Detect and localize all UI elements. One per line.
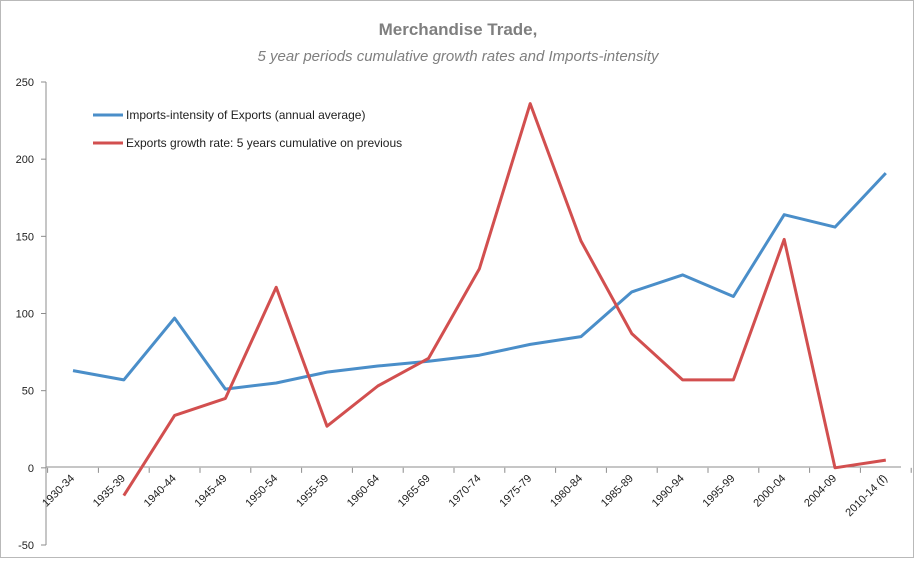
legend-label-imports-intensity: Imports-intensity of Exports (annual ave… bbox=[126, 108, 365, 122]
chart-subtitle: 5 year periods cumulative growth rates a… bbox=[257, 48, 660, 65]
series-line-exports-growth bbox=[122, 102, 887, 497]
x-tick-label: 1935-39 bbox=[91, 473, 128, 510]
y-tick-label: 100 bbox=[16, 309, 34, 321]
x-tick-label: 1975-79 bbox=[497, 473, 534, 510]
x-tick-label: 1990-94 bbox=[650, 473, 687, 510]
series-group bbox=[72, 102, 887, 497]
x-tick-label: 1970-74 bbox=[447, 473, 484, 510]
x-tick-label: 1985-89 bbox=[599, 473, 636, 510]
x-tick-label: 1965-69 bbox=[396, 473, 433, 510]
x-tick-group: 1930-34 1935-39 1940-44 1945-49 1950-54 1955-… bbox=[40, 467, 912, 520]
x-tick-label: 2010-14 (f) bbox=[843, 473, 890, 520]
y-tick-label: 250 bbox=[16, 77, 34, 89]
x-tick-label: 1945-49 bbox=[193, 473, 230, 510]
legend: Imports-intensity of Exports (annual ave… bbox=[93, 108, 402, 150]
series-line-imports-intensity bbox=[72, 172, 887, 391]
x-tick-label: 2004-09 bbox=[802, 473, 839, 510]
legend-label-exports-growth: Exports growth rate: 5 years cumulative … bbox=[126, 136, 402, 150]
y-tick-label: 150 bbox=[16, 231, 34, 243]
x-tick-label: 1995-99 bbox=[701, 473, 738, 510]
x-tick-label: 1980-84 bbox=[548, 473, 585, 510]
y-tick-label: 50 bbox=[22, 386, 34, 398]
y-tick-label: -50 bbox=[18, 540, 34, 552]
x-tick-label: 2000-04 bbox=[751, 473, 788, 510]
y-tick-label: 200 bbox=[16, 154, 34, 166]
y-tick-label: 0 bbox=[28, 463, 34, 475]
x-tick-label: 1940-44 bbox=[142, 473, 179, 510]
x-tick-label: 1950-54 bbox=[243, 473, 280, 510]
x-tick-label: 1955-59 bbox=[294, 473, 331, 510]
chart-title: Merchandise Trade, bbox=[379, 20, 538, 39]
x-tick-label: 1960-64 bbox=[345, 473, 382, 510]
y-tick-group: -50 0 50 100 150 200 250 bbox=[16, 77, 46, 552]
